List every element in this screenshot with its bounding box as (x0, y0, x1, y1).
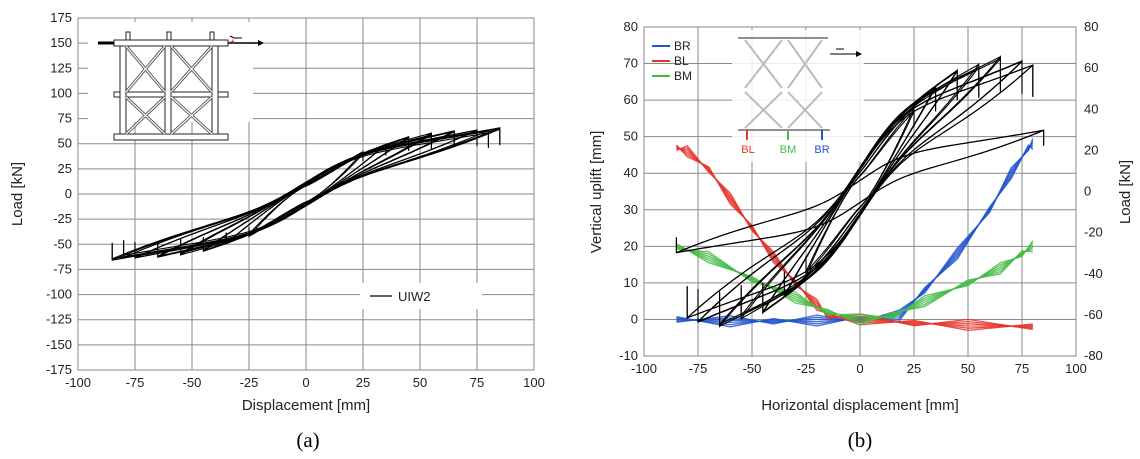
panel-a-chart: + UIW2 -100 -75 -50 -25 0 25 50 75 100 175 150 125 1… (9, 10, 545, 452)
y-tick-label: -75 (53, 261, 72, 276)
panel-b-x-axis-label: Horizontal displacement [mm] (761, 397, 959, 414)
uplift-line-br (676, 138, 1034, 325)
panel-b-curves (675, 55, 1045, 332)
right-y-tick-label: -80 (1084, 348, 1103, 363)
y-tick-label: 80 (624, 19, 638, 34)
inset-label-bl: BL (741, 144, 754, 156)
panel-b-right-y-axis-label: Load [kN] (1117, 160, 1134, 224)
right-y-tick-label: 0 (1084, 184, 1091, 199)
hysteresis-loop-load (740, 62, 980, 321)
x-tick-label: 25 (907, 361, 921, 376)
right-y-tick-label: -40 (1084, 266, 1103, 281)
panel-b-frame-sketch: BL BM BR (732, 30, 864, 162)
x-tick-label: 50 (413, 375, 427, 390)
y-tick-label: -175 (46, 362, 72, 377)
y-tick-label: -10 (619, 348, 638, 363)
x-tick-label: 75 (470, 375, 484, 390)
uplift-line-bl (675, 144, 1033, 332)
panel-a-caption: (a) (296, 428, 319, 452)
y-tick-label: 100 (50, 85, 72, 100)
x-tick-label: 50 (961, 361, 975, 376)
legend-label-br: BR (674, 39, 691, 53)
y-tick-label: 25 (58, 161, 72, 176)
panel-a-x-axis-label: Displacement [mm] (242, 397, 370, 414)
y-tick-label: 60 (624, 92, 638, 107)
x-tick-label: -50 (743, 361, 762, 376)
y-tick-label: 10 (624, 275, 638, 290)
y-tick-label: -50 (53, 236, 72, 251)
x-tick-label: 0 (302, 375, 309, 390)
hysteresis-loop-load (675, 129, 1045, 254)
y-tick-label: 0 (65, 186, 72, 201)
panel-b-tick-labels: -100 -75 -50 -25 0 25 50 75 10080706050403020100… (619, 19, 1103, 376)
x-tick-label: 0 (856, 361, 863, 376)
legend-label-bm: BM (674, 69, 692, 83)
y-tick-label: 150 (50, 35, 72, 50)
y-tick-label: 40 (624, 165, 638, 180)
x-tick-label: -25 (240, 375, 259, 390)
inset-label-br: BR (814, 144, 829, 156)
hysteresis-loop-load (783, 86, 937, 297)
panel-a-y-axis-label: Load [kN] (9, 162, 26, 226)
x-tick-label: 100 (523, 375, 545, 390)
x-tick-label: 100 (1065, 361, 1087, 376)
y-tick-label: 30 (624, 202, 638, 217)
x-tick-label: -100 (631, 361, 657, 376)
panel-b-caption: (b) (848, 428, 873, 452)
right-y-tick-label: 80 (1084, 19, 1098, 34)
panel-a-frame-sketch: + (88, 22, 264, 141)
hysteresis-loop-uiw2 (111, 126, 501, 262)
y-tick-label: 125 (50, 60, 72, 75)
y-tick-label: 50 (58, 136, 72, 151)
panel-b-y-axis-label: Vertical uplift [mm] (588, 131, 605, 254)
hysteresis-loop-load (719, 57, 1001, 326)
right-y-tick-label: 20 (1084, 142, 1098, 157)
uplift-line-bm (676, 240, 1034, 320)
x-tick-label: -100 (65, 375, 91, 390)
y-tick-label: 175 (50, 10, 72, 25)
y-tick-label: -125 (46, 312, 72, 327)
legend-label-uiw2: UIW2 (398, 289, 431, 304)
x-tick-label: -75 (689, 361, 708, 376)
hysteresis-loop-load (697, 60, 1023, 323)
right-y-tick-label: -20 (1084, 225, 1103, 240)
legend-label-bl: BL (674, 54, 689, 68)
y-tick-label: -100 (46, 287, 72, 302)
x-tick-label: -25 (797, 361, 816, 376)
y-tick-label: 0 (631, 311, 638, 326)
svg-text:+: + (230, 37, 235, 46)
y-tick-label: 75 (58, 111, 72, 126)
x-tick-label: 75 (1015, 361, 1029, 376)
panel-a-tick-labels: -100 -75 -50 -25 0 25 50 75 100 175 150 125 100 75 50 2… (46, 10, 545, 390)
y-tick-label: -25 (53, 211, 72, 226)
x-tick-label: -75 (126, 375, 145, 390)
right-y-tick-label: 60 (1084, 60, 1098, 75)
y-tick-label: 20 (624, 238, 638, 253)
inset-label-bm: BM (780, 144, 797, 156)
x-tick-label: 25 (356, 375, 370, 390)
panel-a-legend: UIW2 (360, 283, 482, 309)
right-y-tick-label: -60 (1084, 307, 1103, 322)
y-tick-label: -150 (46, 337, 72, 352)
y-tick-label: 70 (624, 56, 638, 71)
uplift-line-bl (676, 146, 1033, 327)
panel-a-curves (111, 126, 501, 262)
right-y-tick-label: 40 (1084, 101, 1098, 116)
hysteresis-loop-load (686, 63, 1034, 320)
x-tick-label: -50 (183, 375, 202, 390)
y-tick-label: 50 (624, 129, 638, 144)
